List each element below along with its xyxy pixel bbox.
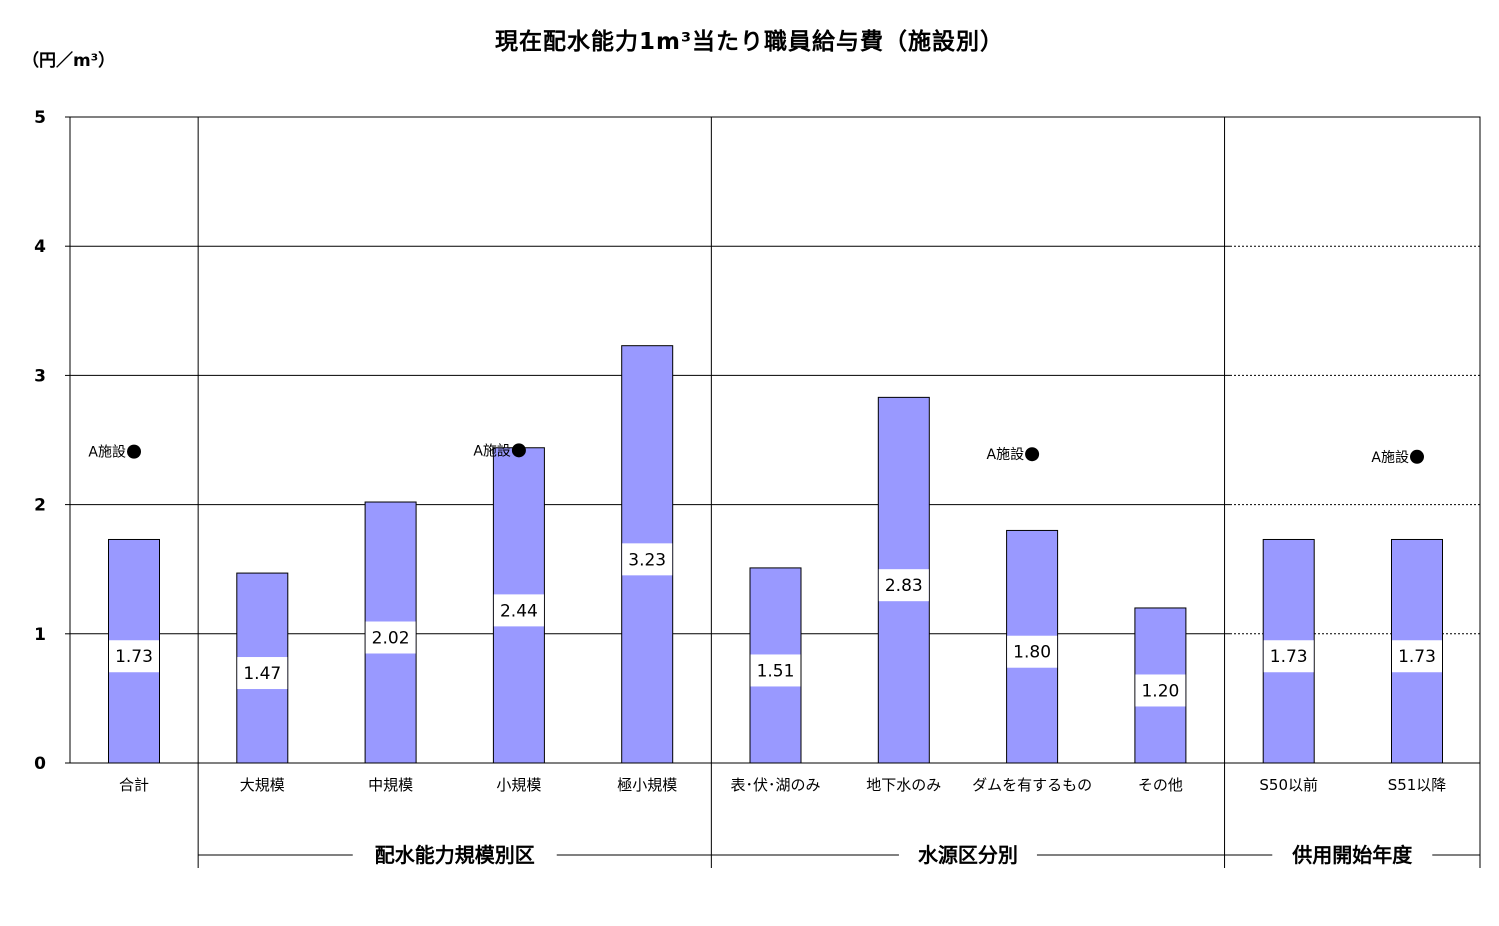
data-label: 2.02 <box>372 629 410 649</box>
y-tick-label: 4 <box>34 237 46 257</box>
x-tick-label: 小規模 <box>496 776 541 794</box>
group-label: 供用開始年度 <box>1291 843 1413 867</box>
data-label-box <box>878 569 929 602</box>
group-label: 水源区分別 <box>918 843 1018 867</box>
chart-title: 現在配水能力1m³当たり職員給与費（施設別） <box>494 29 1005 55</box>
data-label: 2.83 <box>885 576 923 596</box>
data-label: 1.73 <box>115 647 153 667</box>
data-label: 1.80 <box>1013 643 1051 663</box>
data-label: 1.47 <box>243 664 281 684</box>
marker-label: A施設 <box>88 445 126 461</box>
data-label: 1.73 <box>1270 647 1308 667</box>
y-tick-label: 0 <box>34 754 46 774</box>
data-label: 1.20 <box>1141 681 1179 701</box>
marker-point <box>1025 447 1040 462</box>
data-label: 1.73 <box>1398 647 1436 667</box>
marker-point <box>511 443 526 458</box>
marker-label: A施設 <box>473 443 511 459</box>
data-label-box <box>1263 640 1314 673</box>
y-tick-label: 5 <box>34 108 46 128</box>
data-label: 2.44 <box>500 601 538 621</box>
y-tick-label: 1 <box>34 625 46 645</box>
marker-label: A施設 <box>987 447 1025 463</box>
y-tick-label: 2 <box>34 496 46 516</box>
data-label-box <box>1007 635 1058 668</box>
data-label-box <box>1392 640 1442 673</box>
x-tick-label: 中規模 <box>368 776 413 794</box>
x-tick-label: 大規模 <box>240 776 285 794</box>
marker-point <box>1410 449 1424 464</box>
x-tick-label: 地下水のみ <box>866 776 941 794</box>
marker-point <box>127 444 141 459</box>
data-label-box <box>237 657 288 690</box>
data-label-box <box>493 594 544 627</box>
x-tick-label: ダムを有するもの <box>972 776 1092 794</box>
x-tick-label: 極小規模 <box>617 776 677 794</box>
data-label-box <box>1135 674 1186 707</box>
data-label-box <box>750 654 801 687</box>
x-tick-label: その他 <box>1138 776 1183 794</box>
x-tick-label: S51以降 <box>1388 776 1447 794</box>
x-tick-label: S50以前 <box>1259 776 1318 794</box>
data-label: 1.51 <box>757 661 795 681</box>
y-tick-label: 3 <box>34 366 46 386</box>
x-tick-label: 合計 <box>119 776 149 794</box>
data-label-box <box>622 543 673 576</box>
group-label: 配水能力規模別区 <box>375 843 535 867</box>
data-label: 3.23 <box>628 550 666 570</box>
x-tick-label: 表･伏･湖のみ <box>730 776 820 794</box>
data-label-box <box>109 640 159 673</box>
data-label-box <box>365 621 416 654</box>
y-axis-unit-label: （円／m³） <box>22 51 116 71</box>
marker-label: A施設 <box>1371 450 1409 466</box>
